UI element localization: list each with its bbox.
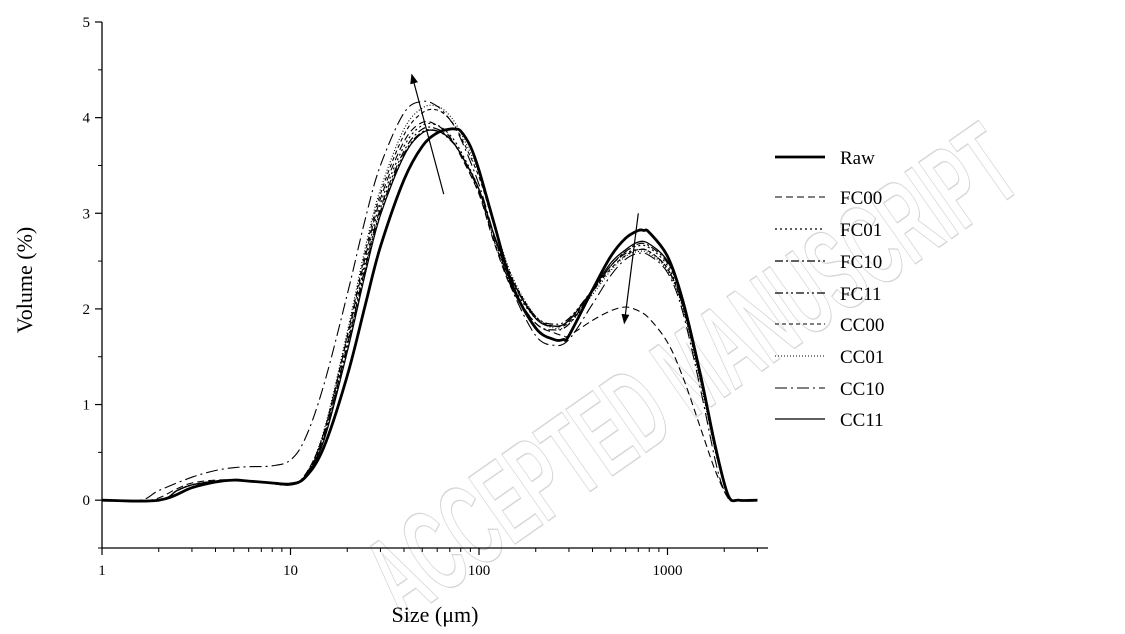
series-line-cc01: [101, 104, 758, 502]
y-tick-label: 4: [83, 111, 91, 127]
legend-label-fc01: FC01: [840, 220, 882, 241]
y-axis-title: Volume (%): [12, 227, 37, 334]
legend-label-raw: Raw: [840, 148, 875, 169]
y-tick-label: 1: [83, 398, 91, 414]
trend-arrows: [410, 73, 639, 325]
x-axis-title: Size (μm): [392, 602, 479, 627]
series-line-fc00: [101, 120, 758, 502]
legend-label-cc00: CC00: [840, 315, 884, 336]
series-line-cc10: [101, 100, 758, 502]
watermark: ACCEPTED MANUSCRIPT: [342, 99, 1042, 634]
legend-label-cc11: CC11: [840, 410, 884, 431]
series-line-raw: [101, 127, 758, 503]
y-ticks: 0 1 2 3 4 5: [83, 15, 102, 549]
trend-arrow: [621, 213, 639, 325]
x-tick-label: 100: [468, 563, 491, 579]
x-tick-label: 10: [283, 563, 298, 579]
legend-label-cc01: CC01: [840, 347, 884, 368]
legend: Raw FC00 FC01 FC10 FC11 CC00 CC01 CC10 CC11: [775, 148, 884, 431]
trend-arrow: [410, 73, 445, 195]
legend-label-cc10: CC10: [840, 379, 884, 400]
legend-label-fc00: FC00: [840, 188, 882, 209]
axes: [101, 22, 768, 549]
legend-label-fc11: FC11: [840, 284, 882, 305]
x-tick-label: 1: [98, 563, 106, 579]
x-tick-label: 1000: [653, 563, 683, 579]
y-tick-label: 5: [83, 15, 91, 31]
y-tick-label: 0: [83, 493, 91, 509]
legend-label-fc10: FC10: [840, 252, 882, 273]
series-lines: [101, 100, 758, 503]
x-ticks: 1 10 100 1000: [98, 548, 758, 579]
watermark-text: ACCEPTED MANUSCRIPT: [342, 100, 1040, 634]
y-tick-label: 2: [83, 302, 91, 318]
y-tick-label: 3: [83, 206, 91, 222]
